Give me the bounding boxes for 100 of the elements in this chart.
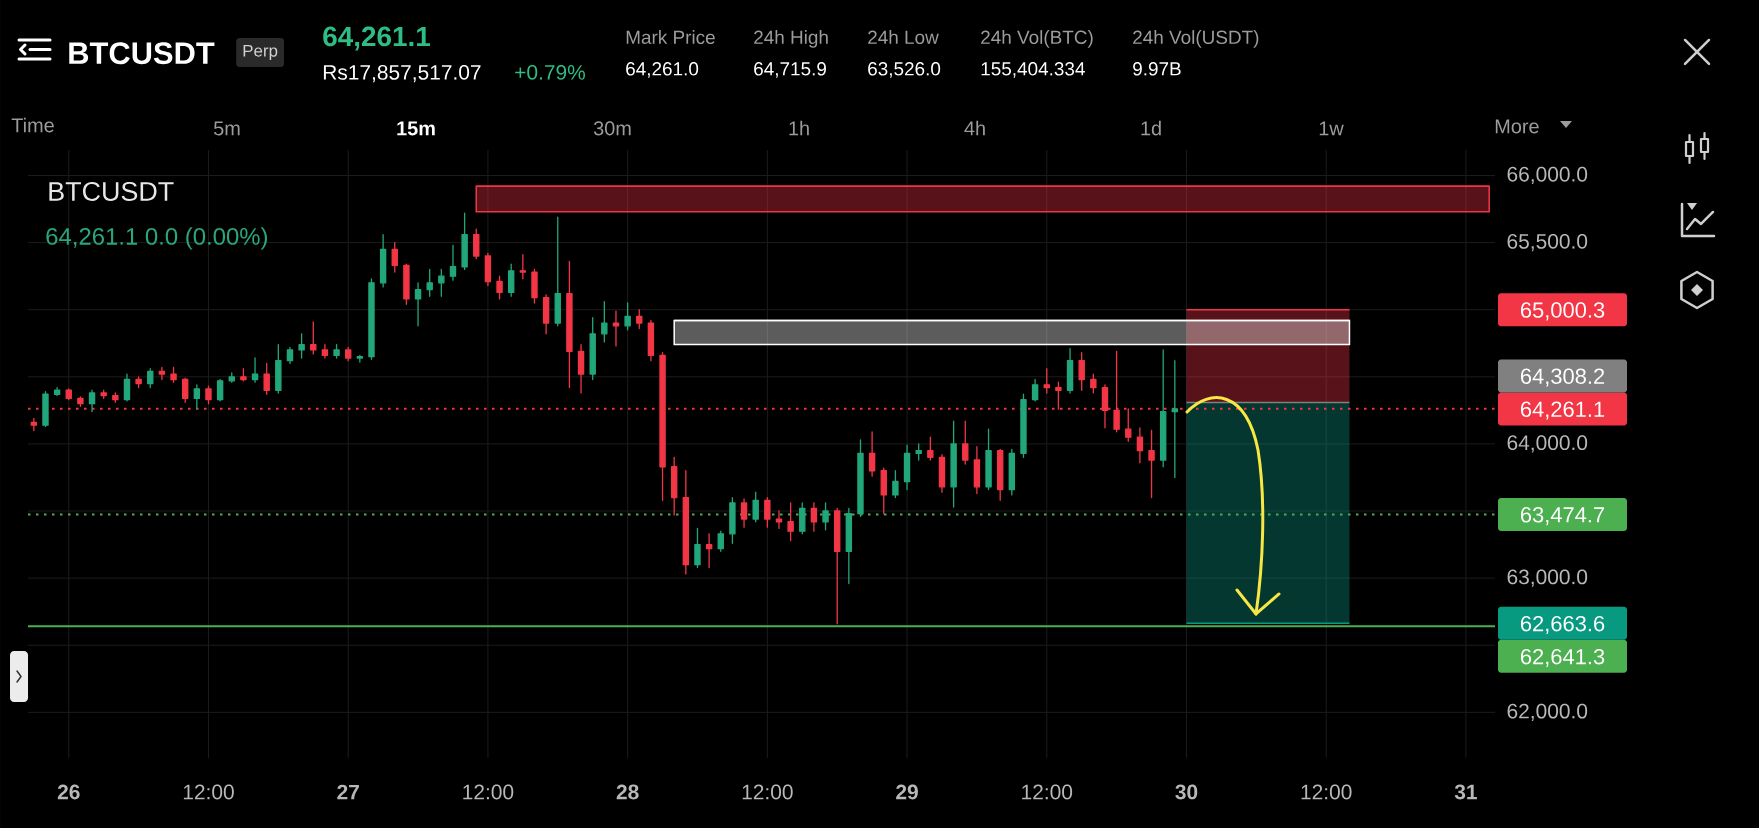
text: 24h High xyxy=(754,30,828,48)
x-tick-label: 12:00 xyxy=(1022,784,1073,800)
candlestick xyxy=(938,454,946,493)
text: Time xyxy=(11,117,54,133)
candlestick xyxy=(496,275,503,300)
text: 63,526.0 xyxy=(868,62,941,78)
candlestick xyxy=(985,428,992,491)
text: 1d xyxy=(1141,120,1161,136)
x-tick-label: 12:00 xyxy=(463,784,514,800)
candlestick xyxy=(1031,378,1039,402)
candlestick xyxy=(286,346,294,365)
candlestick xyxy=(764,496,771,528)
candlestick xyxy=(752,491,759,523)
text: 24h Low xyxy=(868,30,939,45)
candlestick xyxy=(915,443,922,461)
candlestick xyxy=(1008,448,1016,496)
text: Rs17,857,517.07 xyxy=(323,64,481,83)
candlestick xyxy=(601,301,608,343)
text: 30m xyxy=(593,121,631,136)
text: 64,715.9 xyxy=(754,62,826,78)
annotation: BTCUSDT xyxy=(49,181,174,201)
text: 1h xyxy=(789,120,809,136)
text: 64,261.1 xyxy=(323,26,431,51)
candlestick xyxy=(531,268,538,304)
candlestick xyxy=(484,252,492,287)
candlestick xyxy=(868,431,876,477)
x-tick-label: 12:00 xyxy=(742,784,793,800)
x-tick-label: 26 xyxy=(57,784,80,800)
candlestick xyxy=(65,388,72,401)
text: 9.97B xyxy=(1133,62,1181,76)
ref-line-label: 63,474.7 xyxy=(1520,507,1605,526)
candlestick xyxy=(507,263,515,297)
candlestick xyxy=(426,268,433,297)
y-tick-label: 65,500.0 xyxy=(1507,233,1588,252)
x-tick-label: 28 xyxy=(616,784,639,800)
candlestick xyxy=(170,366,177,383)
candlestick xyxy=(135,376,142,389)
text: 15m xyxy=(397,121,435,136)
x-tick-label: 31 xyxy=(1454,784,1477,800)
x-tick-label: 27 xyxy=(337,784,359,800)
candlestick xyxy=(333,343,340,359)
candlestick xyxy=(391,241,398,273)
candlestick xyxy=(30,417,38,432)
candlestick xyxy=(321,343,329,359)
text: +0.79% xyxy=(515,64,585,80)
candlestick xyxy=(438,268,445,297)
text: 155,404.334 xyxy=(981,62,1085,78)
text: 5m xyxy=(213,121,240,136)
candlestick xyxy=(240,368,247,382)
candlestick xyxy=(729,496,736,544)
candlestick xyxy=(775,510,783,530)
candlestick xyxy=(694,527,701,569)
candlestick xyxy=(636,309,643,330)
candlestick xyxy=(1020,393,1027,458)
ref-line-label: 62,641.3 xyxy=(1520,648,1605,667)
y-tick-label: 66,000.0 xyxy=(1507,166,1588,185)
candlestick xyxy=(344,346,352,362)
candlestick xyxy=(473,228,480,260)
text: 65,000.3 xyxy=(1520,302,1605,321)
candlestick xyxy=(77,396,84,407)
candlestick xyxy=(251,357,259,383)
text: 1w xyxy=(1319,121,1344,136)
candlestick xyxy=(88,389,96,413)
y-tick-label: 64,000.0 xyxy=(1507,435,1588,453)
candlestick xyxy=(810,502,818,532)
x-tick-label: 12:00 xyxy=(1301,784,1352,800)
candlestick xyxy=(53,386,61,397)
candlestick xyxy=(216,378,224,402)
candlestick xyxy=(740,498,748,528)
candlestick xyxy=(1078,352,1085,391)
candlestick xyxy=(100,389,107,399)
candlestick xyxy=(356,354,364,363)
candlestick xyxy=(123,373,131,402)
text: 64,261.0 xyxy=(626,62,699,78)
x-tick-label: 12:00 xyxy=(183,784,234,800)
y-tick-label: 63,000.0 xyxy=(1507,569,1588,587)
candlestick xyxy=(1066,347,1074,394)
candlestick xyxy=(1159,349,1167,468)
candlestick xyxy=(822,502,829,531)
candlestick xyxy=(845,507,853,585)
candlestick xyxy=(368,278,375,361)
candlestick xyxy=(612,310,620,347)
candlestick xyxy=(903,444,911,491)
text: 24h Vol(BTC) xyxy=(981,30,1093,48)
text: Perp xyxy=(243,44,278,61)
candlestick xyxy=(787,502,794,542)
ref-line-label: 64,261.1 xyxy=(1520,401,1605,420)
candlestick xyxy=(112,392,119,403)
candlestick xyxy=(310,321,317,355)
candlestick xyxy=(414,282,422,327)
candlestick xyxy=(461,212,468,271)
chart-title: BTCUSDT xyxy=(69,42,215,65)
candlestick xyxy=(275,343,282,394)
candlestick xyxy=(158,366,166,381)
candlestick xyxy=(892,470,899,499)
annotation: 64,261.1 0.0 (0.00%) xyxy=(46,227,268,250)
candlestick xyxy=(927,436,934,461)
candlestick xyxy=(403,263,410,305)
candlestick xyxy=(705,533,713,569)
candlestick xyxy=(193,384,201,410)
